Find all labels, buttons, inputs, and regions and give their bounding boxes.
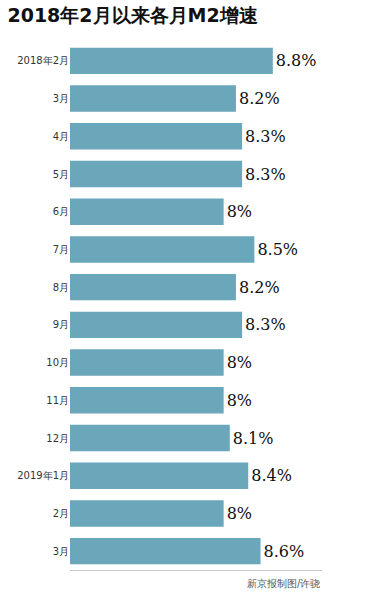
svg-text:8.6%: 8.6% <box>264 542 305 561</box>
svg-text:9月: 9月 <box>53 319 69 330</box>
svg-text:新京报制图/许骁: 新京报制图/许骁 <box>247 578 320 589</box>
svg-text:8.1%: 8.1% <box>233 429 274 448</box>
svg-text:2018年2月以来各月M2增速: 2018年2月以来各月M2增速 <box>7 4 257 26</box>
svg-text:8.3%: 8.3% <box>245 315 286 334</box>
svg-text:3月: 3月 <box>53 93 69 104</box>
svg-text:8.5%: 8.5% <box>257 240 298 259</box>
svg-text:8%: 8% <box>227 504 252 523</box>
svg-text:8.8%: 8.8% <box>276 51 317 70</box>
svg-text:8.3%: 8.3% <box>245 127 286 146</box>
svg-text:7月: 7月 <box>53 244 69 255</box>
svg-text:8.2%: 8.2% <box>239 89 280 108</box>
svg-text:8%: 8% <box>227 202 252 221</box>
svg-text:12月: 12月 <box>46 433 69 444</box>
svg-text:8月: 8月 <box>53 282 69 293</box>
svg-text:2月: 2月 <box>53 508 69 519</box>
svg-text:3月: 3月 <box>53 546 69 557</box>
svg-text:10月: 10月 <box>46 357 69 368</box>
svg-text:11月: 11月 <box>46 395 69 406</box>
svg-text:8.2%: 8.2% <box>239 278 280 297</box>
svg-text:8%: 8% <box>227 391 252 410</box>
svg-text:8.4%: 8.4% <box>251 466 292 485</box>
svg-text:8.3%: 8.3% <box>245 165 286 184</box>
svg-text:5月: 5月 <box>53 169 69 180</box>
svg-text:8%: 8% <box>227 353 252 372</box>
svg-text:4月: 4月 <box>53 131 69 142</box>
svg-text:2019年1月: 2019年1月 <box>17 470 69 481</box>
svg-text:2018年2月: 2018年2月 <box>17 55 69 66</box>
svg-text:6月: 6月 <box>53 206 69 217</box>
